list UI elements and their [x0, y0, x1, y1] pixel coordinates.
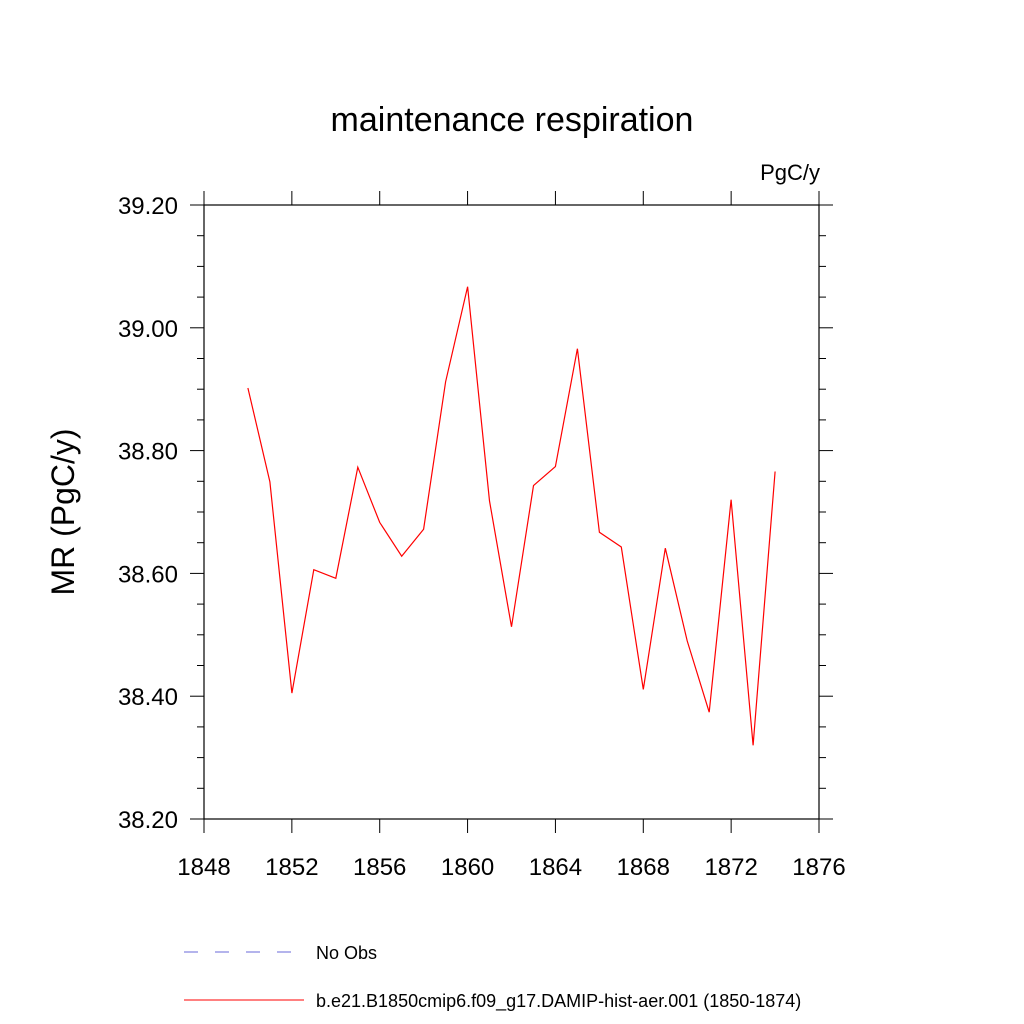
x-tick-label: 1868 [617, 854, 670, 881]
series-layer [247, 286, 776, 746]
y-tick-label: 39.20 [118, 193, 178, 220]
y-tick-label: 38.80 [118, 439, 178, 466]
x-tick-label: 1856 [353, 854, 406, 881]
y-axis-label: MR (PgC/y) [45, 428, 81, 595]
units-label: PgC/y [760, 160, 820, 185]
x-tick-label: 1848 [177, 854, 230, 881]
plot-frame [203, 204, 820, 820]
x-tick-label: 1852 [265, 854, 318, 881]
x-tick-label: 1876 [792, 854, 845, 881]
chart-title: maintenance respiration [331, 101, 694, 139]
y-tick-label: 38.60 [118, 561, 178, 588]
legend-label-0: No Obs [316, 943, 377, 963]
axis-tick-labels: 1848 1852 1856 1860 1864 1868 1872 1876 38.20 38.… [118, 193, 846, 881]
y-tick-label: 39.00 [118, 316, 178, 343]
x-tick-label: 1860 [441, 854, 494, 881]
y-tick-label: 38.40 [118, 684, 178, 711]
series-line-1 [247, 286, 776, 746]
x-tick-label: 1864 [529, 854, 582, 881]
x-tick-label: 1872 [704, 854, 757, 881]
legend: No Obs b.e21.B1850cmip6.f09_g17.DAMIP-his… [184, 943, 801, 1012]
axis-ticks [190, 191, 833, 833]
legend-label-1: b.e21.B1850cmip6.f09_g17.DAMIP-hist-aer.… [316, 991, 801, 1012]
y-tick-label: 38.20 [118, 807, 178, 834]
